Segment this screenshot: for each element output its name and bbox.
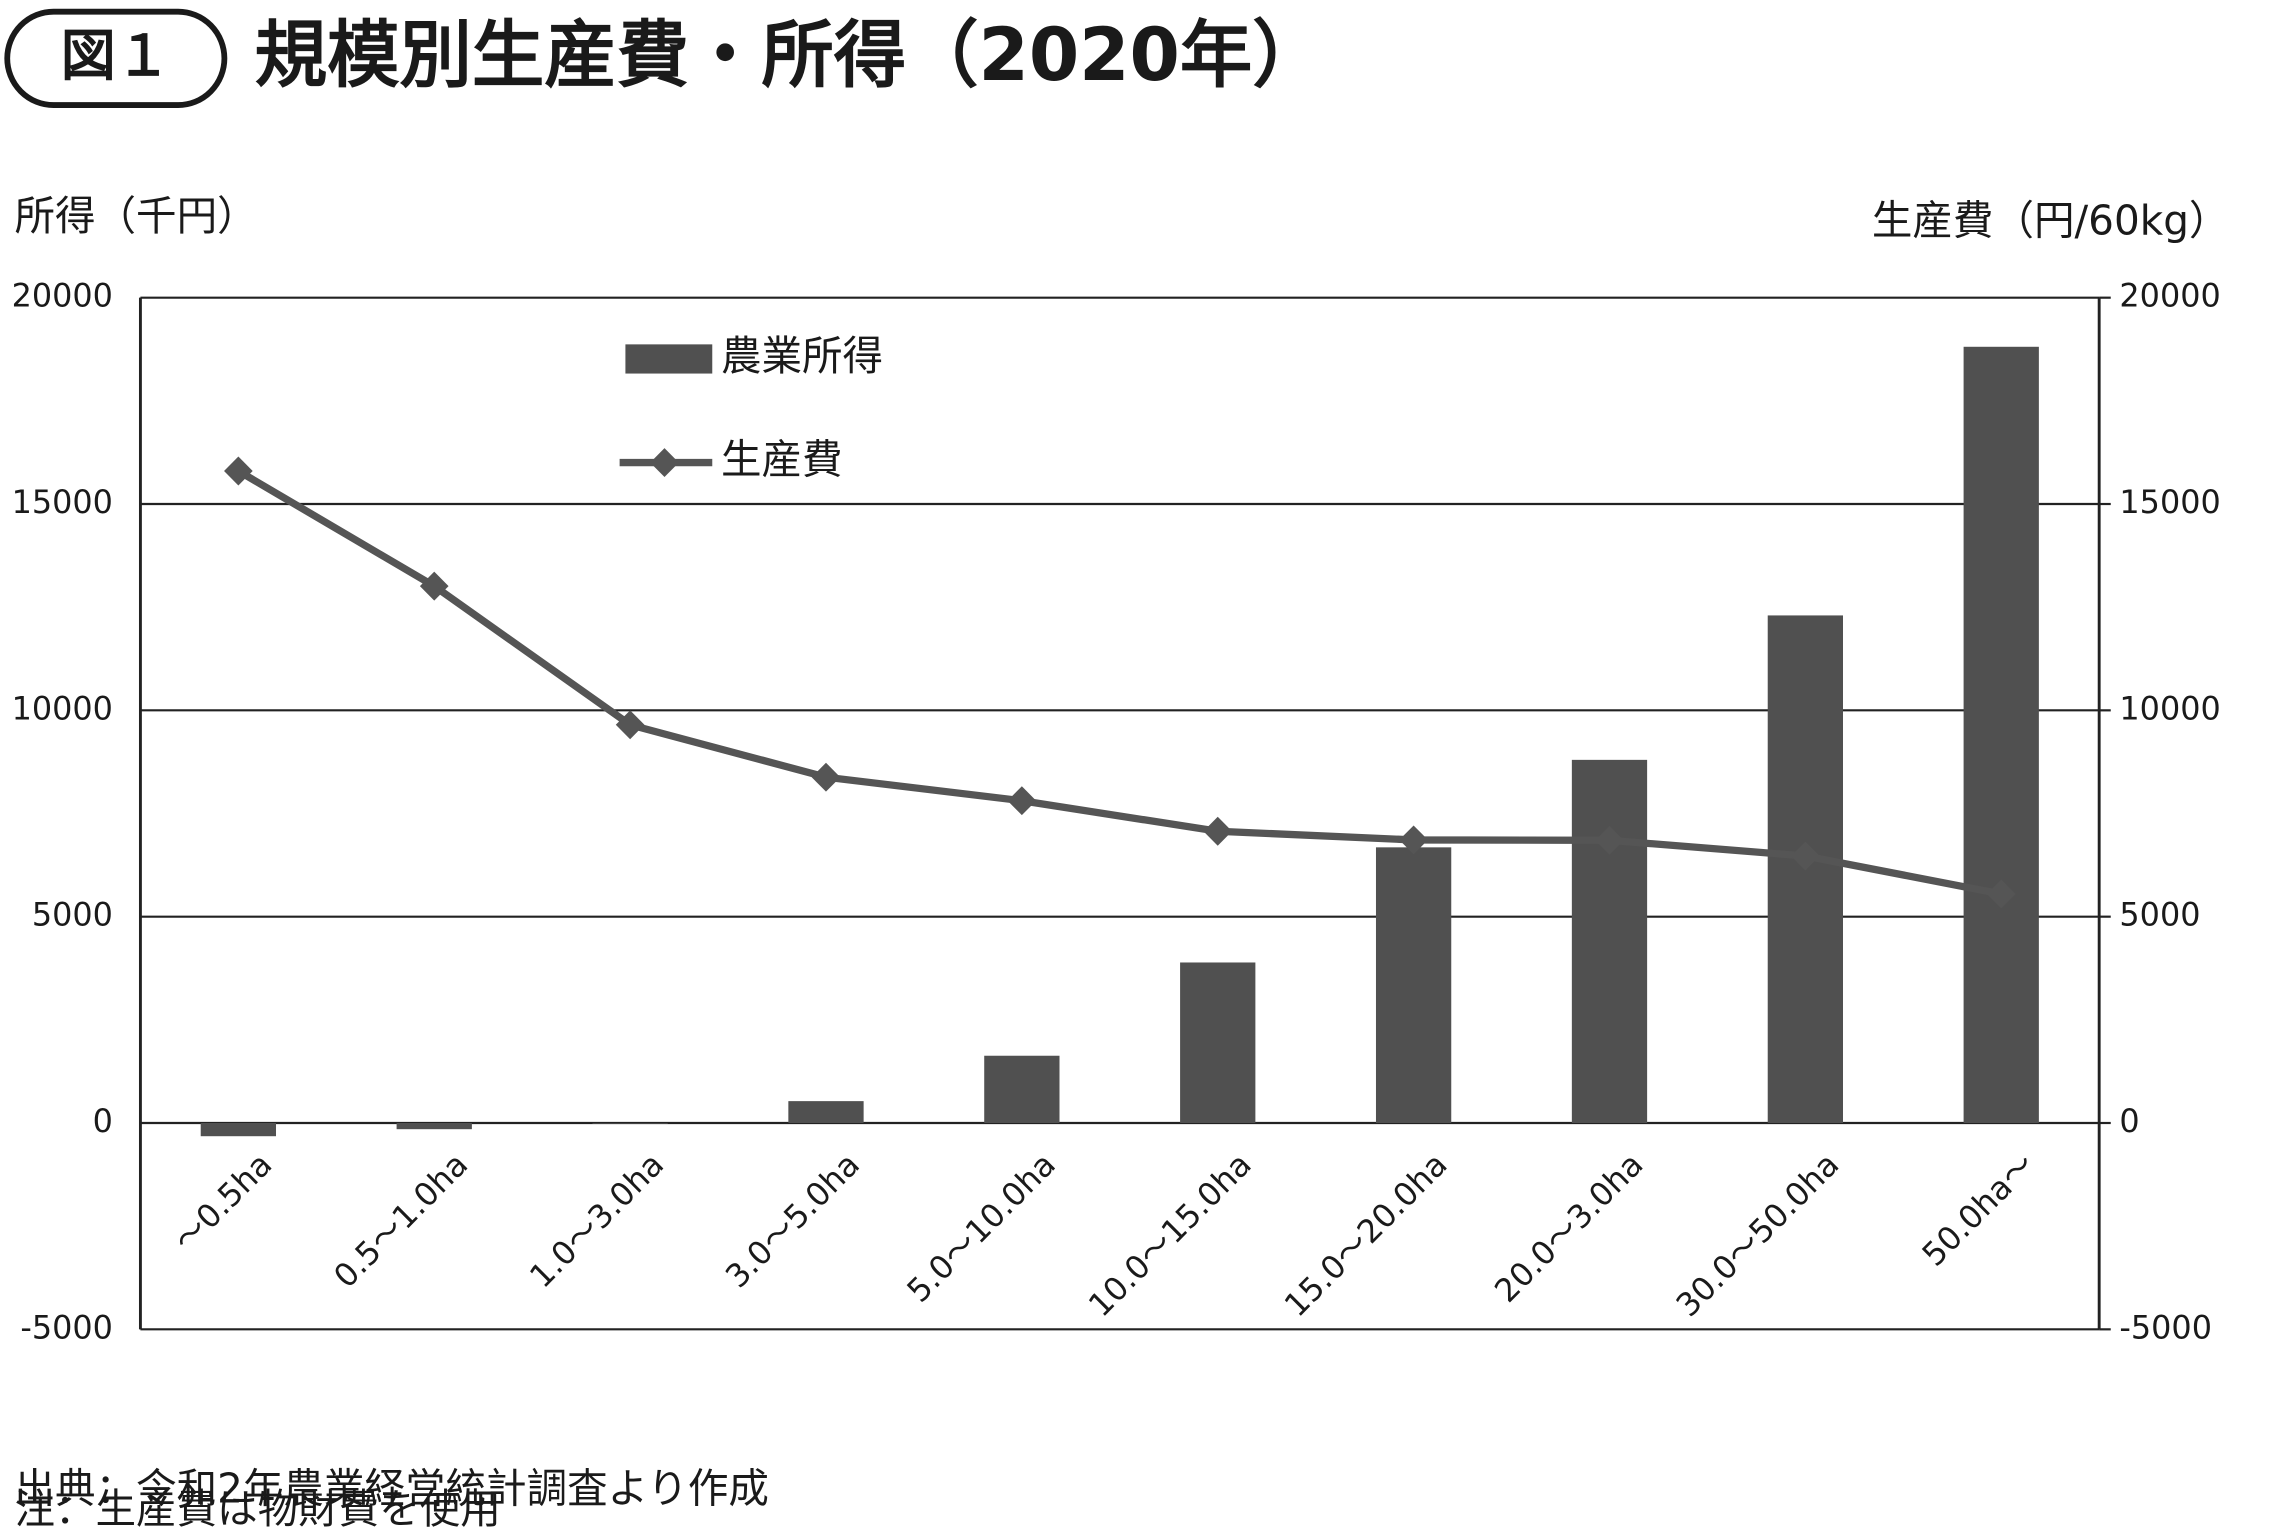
y-tick-label: 0: [93, 1102, 113, 1140]
marker: [1399, 825, 1428, 855]
note: 注：生産費は物財費を使用: [14, 1485, 500, 1533]
bar: [788, 1101, 864, 1124]
y-tick-label: 10000: [12, 689, 113, 727]
y2-tick-label: 0: [2119, 1102, 2139, 1140]
x-tick-label: 15.0〜20.0ha: [1277, 1145, 1455, 1324]
chart-title: 規模別生産費・所得（2020年）: [255, 14, 1325, 98]
bar: [1571, 759, 1648, 1124]
marker: [224, 456, 253, 486]
marker: [615, 710, 645, 740]
bar: [592, 1123, 668, 1124]
bar: [984, 1055, 1060, 1124]
marker: [1986, 879, 2016, 909]
y2-tick-label: 10000: [2119, 689, 2220, 727]
y2-axis-label: 生産費（円/60kg）: [1872, 196, 2230, 244]
x-tick-label: 30.0〜50.0ha: [1669, 1145, 1847, 1324]
y2-tick-label: 15000: [2119, 483, 2220, 521]
marker: [1203, 816, 1233, 846]
bar: [396, 1123, 472, 1130]
line: [236, 467, 2002, 898]
x-tick-label: 5.0〜10.0ha: [900, 1145, 1063, 1310]
x-tick-label: 1.0〜3.0ha: [522, 1145, 671, 1295]
bar: [200, 1123, 277, 1137]
note: 出典：令和2年農業経営統計調査より作成: [14, 1464, 768, 1512]
y2-tick-label: 20000: [2119, 277, 2220, 315]
bar: [1375, 847, 1452, 1124]
y-tick-label: 5000: [32, 896, 113, 934]
y-tick-label: 20000: [12, 277, 113, 315]
badge-frame: [4, 8, 228, 108]
y2-tick-label: -5000: [2119, 1308, 2212, 1346]
marker: [1007, 786, 1037, 816]
legend-swatch: [625, 344, 713, 374]
y-axis-label: 所得（千円）: [14, 192, 257, 240]
marker: [419, 571, 449, 601]
badge: 図１: [61, 25, 171, 89]
x-tick-label: 10.0〜15.0ha: [1081, 1145, 1259, 1324]
x-tick-label: 20.0〜3.0ha: [1487, 1145, 1650, 1310]
y2-tick-label: 5000: [2119, 896, 2200, 934]
y-tick-label: -5000: [20, 1308, 113, 1346]
y-tick-label: 15000: [12, 483, 113, 521]
x-tick-label: 50.0ha〜: [1915, 1145, 2042, 1274]
marker: [811, 762, 841, 792]
legend-marker: [650, 448, 679, 478]
bar: [1180, 962, 1256, 1124]
x-tick-label: 0.5〜1.0ha: [326, 1145, 475, 1295]
marker: [1595, 825, 1624, 855]
legend-label: 農業所得: [721, 332, 883, 380]
legend-label: 生産費: [721, 435, 843, 483]
x-tick-label: 3.0〜5.0ha: [718, 1145, 867, 1295]
x-tick-label: 〜0.5ha: [166, 1145, 279, 1259]
bar: [1963, 346, 2039, 1124]
